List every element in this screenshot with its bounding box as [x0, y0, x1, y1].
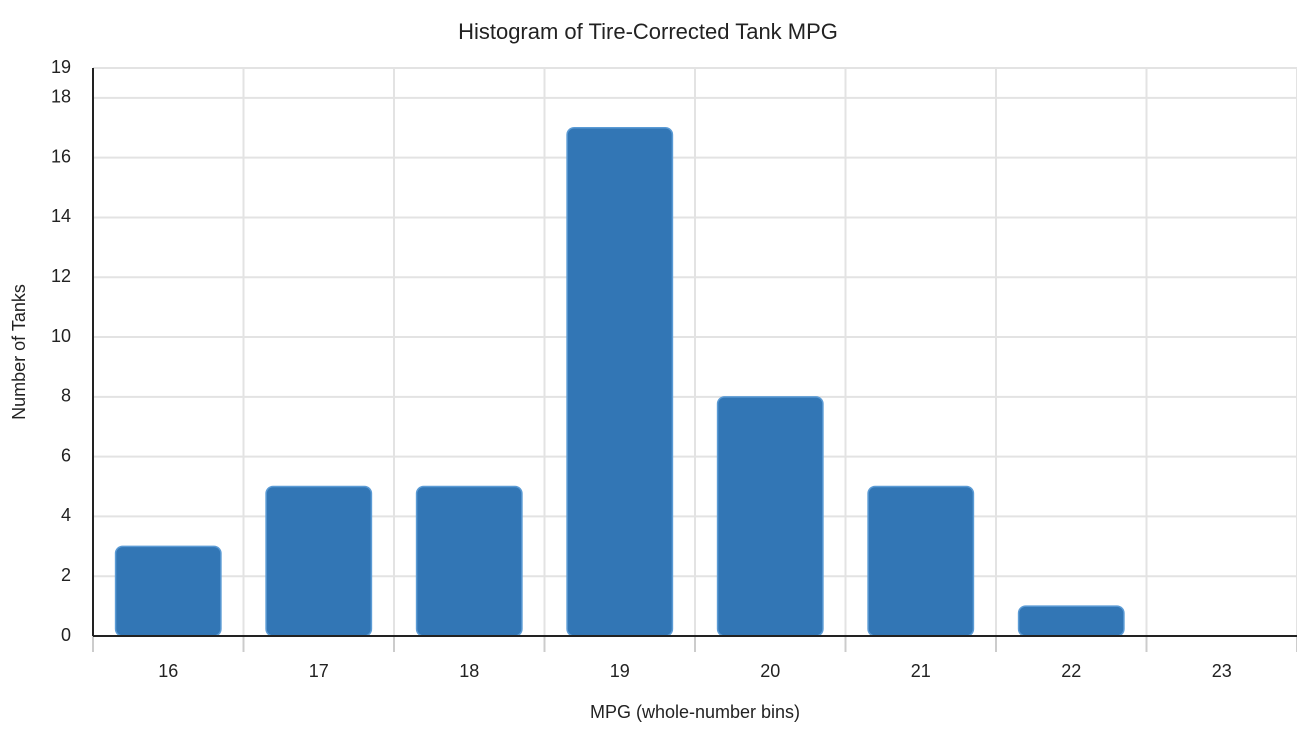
chart-title: Histogram of Tire-Corrected Tank MPG	[458, 19, 838, 44]
x-tick-label: 21	[911, 661, 931, 681]
y-tick-label: 19	[51, 57, 71, 77]
y-tick-label: 8	[61, 386, 71, 406]
y-tick-label: 12	[51, 266, 71, 286]
bar	[1017, 605, 1125, 637]
bar	[114, 545, 222, 637]
x-tick-label: 20	[760, 661, 780, 681]
bar	[415, 485, 523, 637]
y-tick-label: 16	[51, 146, 71, 166]
y-tick-label: 6	[61, 445, 71, 465]
y-tick-label: 18	[51, 87, 71, 107]
bar	[716, 396, 824, 637]
x-tick-label: 17	[309, 661, 329, 681]
y-axis-label: Number of Tanks	[9, 284, 29, 420]
y-tick-label: 14	[51, 206, 71, 226]
x-tick-label: 18	[459, 661, 479, 681]
bar	[867, 485, 975, 637]
y-tick-label: 10	[51, 326, 71, 346]
x-tick-label: 22	[1061, 661, 1081, 681]
y-tick-label: 4	[61, 505, 71, 525]
bar	[566, 127, 674, 637]
x-axis-label: MPG (whole-number bins)	[590, 702, 800, 722]
y-tick-label: 0	[61, 625, 71, 645]
x-tick-label: 16	[158, 661, 178, 681]
x-tick-label: 19	[610, 661, 630, 681]
y-tick-label: 2	[61, 565, 71, 585]
x-tick-label: 23	[1212, 661, 1232, 681]
bar	[265, 485, 373, 637]
